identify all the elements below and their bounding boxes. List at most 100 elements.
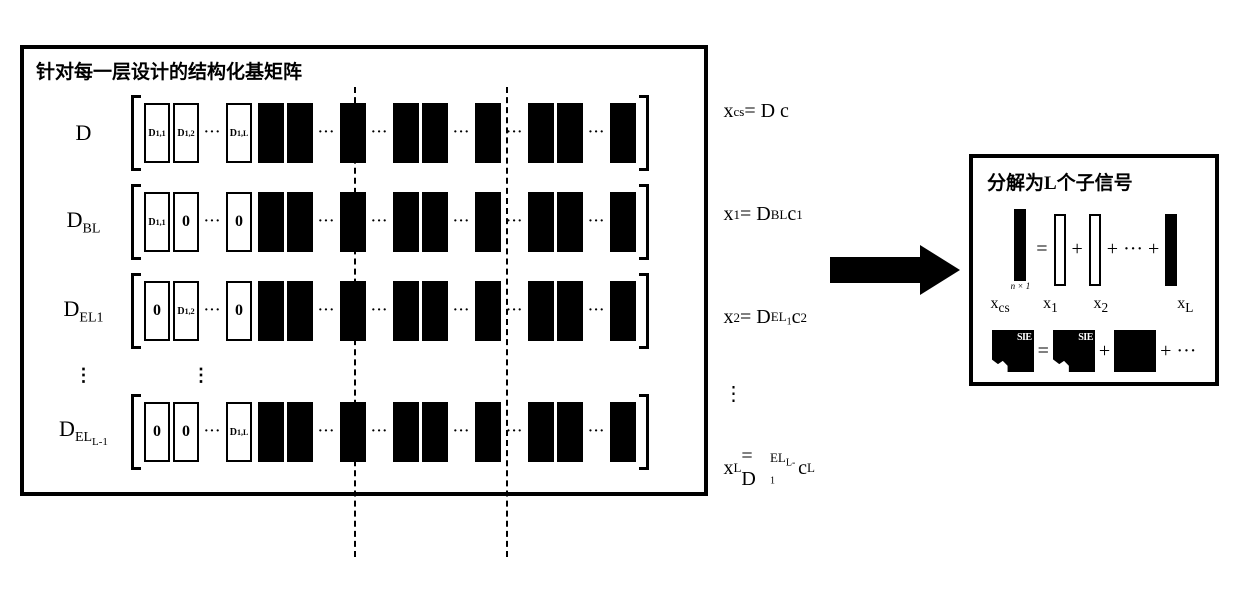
- hdots: ···: [202, 303, 223, 319]
- hdots: ···: [316, 424, 337, 440]
- bracket-right: [639, 273, 649, 349]
- row-label: DEL1: [36, 296, 131, 326]
- hdots: ···: [504, 125, 525, 141]
- bracket-right: [639, 184, 649, 260]
- op: =: [1036, 238, 1047, 261]
- op-eq: =: [1038, 340, 1049, 363]
- matrix-col-solid: [258, 103, 284, 163]
- op: + ··· +: [1107, 238, 1160, 261]
- hdots: ···: [369, 424, 390, 440]
- vector: [1089, 214, 1101, 286]
- row-label: DBL: [36, 207, 131, 237]
- matrix-col-outline: 0: [226, 281, 252, 341]
- hdots: ···: [586, 303, 607, 319]
- matrix-col-solid: [475, 402, 501, 462]
- equation: xL = DELL-1cL: [723, 424, 814, 512]
- matrix-col-outline: 0: [144, 281, 170, 341]
- hdots: ···: [202, 424, 223, 440]
- matrix-col-solid: [287, 402, 313, 462]
- vector: [1165, 214, 1177, 286]
- hdots: ···: [451, 303, 472, 319]
- image-patch-result: [992, 330, 1034, 372]
- matrix-col-solid: [422, 402, 448, 462]
- vector: [1014, 209, 1026, 281]
- matrix-col-solid: [422, 192, 448, 252]
- matrix-col-solid: [422, 103, 448, 163]
- vdots-row: ⋮⋮: [36, 359, 692, 391]
- matrix-col-outline: D1,1: [144, 192, 170, 252]
- matrix-col-solid: [610, 402, 636, 462]
- row-label: D: [36, 120, 131, 146]
- hdots: ···: [316, 214, 337, 230]
- vector-label: xL: [1170, 295, 1201, 316]
- hdots: ···: [202, 214, 223, 230]
- bracket-left: [131, 95, 141, 171]
- matrix-col-solid: [610, 192, 636, 252]
- matrix-col-solid: [393, 402, 419, 462]
- op: +: [1072, 238, 1083, 261]
- hdots: ···: [369, 303, 390, 319]
- matrix-col-outline: D1,1: [144, 103, 170, 163]
- hdots: ···: [369, 125, 390, 141]
- matrix-col-solid: [528, 281, 554, 341]
- matrix-col-solid: [340, 192, 366, 252]
- main-container: 针对每一层设计的结构化基矩阵 DD1,1D1,2···D1,L·········…: [20, 20, 1219, 520]
- matrix-col-outline: D1,2: [173, 281, 199, 341]
- matrix-col-solid: [557, 402, 583, 462]
- matrix-col-solid: [610, 281, 636, 341]
- matrix-row: DD1,1D1,2···D1,L···············: [36, 92, 692, 175]
- matrix-col-outline: D1,L: [226, 402, 252, 462]
- bracket-left: [131, 273, 141, 349]
- row-label: DELL-1: [36, 416, 131, 448]
- equation: x2 = DEL1c2: [723, 274, 814, 362]
- matrix-col-solid: [422, 281, 448, 341]
- image-patch-2: [1114, 330, 1156, 372]
- matrix-col-solid: [258, 281, 284, 341]
- matrix-col-solid: [258, 402, 284, 462]
- hdots: ···: [202, 125, 223, 141]
- hdots: ···: [504, 424, 525, 440]
- image-row: = + + ···: [987, 330, 1201, 372]
- hdots: ···: [586, 214, 607, 230]
- equation: ⋮: [723, 377, 814, 409]
- image-patch-1: [1053, 330, 1095, 372]
- matrix-col-outline: 0: [173, 402, 199, 462]
- hdots: ···: [586, 424, 607, 440]
- matrix-row: DEL10D1,2···0···············: [36, 270, 692, 353]
- op-plus: +: [1099, 340, 1110, 363]
- vector-row: n × 1 = + + ··· +: [987, 209, 1201, 291]
- matrix-col-solid: [557, 192, 583, 252]
- vector-label: x1: [1037, 295, 1063, 316]
- right-panel: 分解为L个子信号 n × 1=++ ··· + xcsx1x2xL = + + …: [969, 154, 1219, 386]
- hdots: ···: [586, 125, 607, 141]
- bracket-left: [131, 184, 141, 260]
- hdots: ···: [316, 303, 337, 319]
- matrix-col-solid: [475, 192, 501, 252]
- equation: x1 = DBLc1: [723, 171, 814, 259]
- vector-dim: n × 1: [1011, 281, 1031, 291]
- matrix-col-outline: D1,2: [173, 103, 199, 163]
- matrix-col-solid: [393, 103, 419, 163]
- left-panel: 针对每一层设计的结构化基矩阵 DD1,1D1,2···D1,L·········…: [20, 45, 708, 496]
- matrix-row: DELL-100···D1,L···············: [36, 391, 692, 474]
- matrix-row: DBLD1,10···0···············: [36, 181, 692, 264]
- matrix-col-solid: [393, 281, 419, 341]
- vector: [1054, 214, 1066, 286]
- matrix-col-solid: [610, 103, 636, 163]
- hdots: ···: [316, 125, 337, 141]
- matrix-col-solid: [528, 192, 554, 252]
- hdots: ···: [451, 125, 472, 141]
- hdots: ···: [504, 214, 525, 230]
- matrix-col-solid: [557, 103, 583, 163]
- matrix-col-outline: 0: [144, 402, 170, 462]
- matrix-col-solid: [557, 281, 583, 341]
- matrix-col-solid: [340, 281, 366, 341]
- matrix-col-solid: [475, 281, 501, 341]
- matrix-col-solid: [287, 192, 313, 252]
- arrow-right: [830, 245, 954, 295]
- matrix-col-solid: [475, 103, 501, 163]
- vector-label: x2: [1088, 295, 1114, 316]
- hdots: ···: [451, 424, 472, 440]
- matrix-col-solid: [287, 281, 313, 341]
- op-dots: + ···: [1160, 340, 1196, 363]
